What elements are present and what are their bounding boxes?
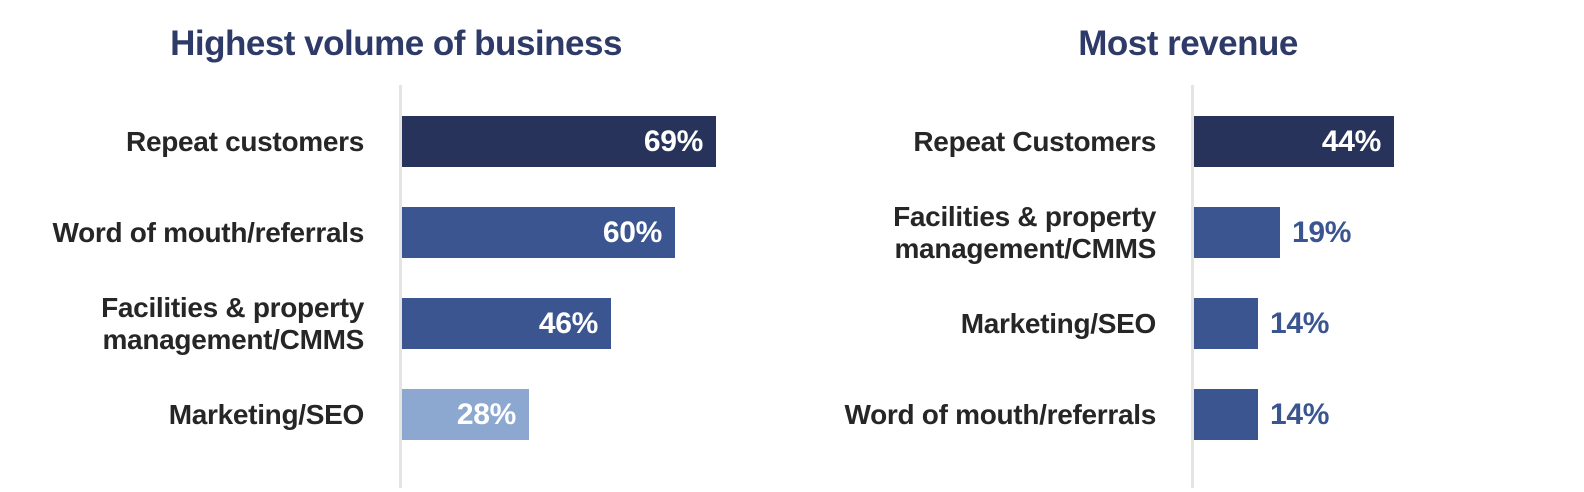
bar-area: 69%	[402, 116, 792, 167]
category-label: Marketing/SEO	[960, 307, 1157, 339]
bar: 28%	[402, 389, 529, 440]
category-label: Facilities & property management/CMMS	[893, 200, 1156, 264]
chart-title: Most revenue	[1078, 24, 1298, 63]
chart-body: Repeat Customers 44% Facilities & property…	[792, 85, 1584, 492]
category-label: Repeat customers	[126, 125, 364, 157]
chart-title: Highest volume of business	[170, 24, 622, 63]
bar-row: Facilities & property management/CMMS 19%	[792, 201, 1584, 264]
bar	[1194, 389, 1258, 440]
chart-body: Repeat customers 69% Word of mouth/referra…	[0, 85, 792, 492]
chart-panel-highest-volume: Highest volume of business Repeat custom…	[0, 24, 792, 492]
bar-area: 14%	[1194, 298, 1584, 349]
bar-area: 60%	[402, 207, 792, 258]
value-label: 46%	[538, 306, 598, 340]
category-label: Marketing/SEO	[168, 398, 365, 430]
bar-row: Marketing/SEO 28%	[0, 389, 792, 440]
bar: 46%	[402, 298, 611, 349]
category-label: Facilities & property management/CMMS	[101, 291, 364, 355]
bar-area: 19%	[1194, 207, 1584, 258]
bar-area: 44%	[1194, 116, 1584, 167]
bar-area: 28%	[402, 389, 792, 440]
bar: 69%	[402, 116, 716, 167]
value-label: 44%	[1321, 124, 1381, 158]
bar: 44%	[1194, 116, 1394, 167]
bar-row: Word of mouth/referrals 14%	[792, 389, 1584, 440]
value-label: 69%	[643, 124, 703, 158]
value-label: 60%	[602, 215, 662, 249]
bar-area: 14%	[1194, 389, 1584, 440]
category-label: Repeat Customers	[913, 125, 1156, 157]
bar	[1194, 298, 1258, 349]
axis-line	[399, 85, 402, 488]
bar	[1194, 207, 1280, 258]
bar-row: Repeat customers 69%	[0, 116, 792, 167]
value-label: 28%	[456, 397, 516, 431]
bar-rows: Repeat customers 69% Word of mouth/referra…	[0, 85, 792, 440]
bar-row: Word of mouth/referrals 60%	[0, 207, 792, 258]
axis-line	[1191, 85, 1194, 488]
value-label: 14%	[1270, 306, 1330, 340]
bar-row: Marketing/SEO 14%	[792, 298, 1584, 349]
value-label: 19%	[1292, 215, 1352, 249]
bar-area: 46%	[402, 298, 792, 349]
category-label: Word of mouth/referrals	[844, 398, 1156, 430]
bar-row: Facilities & property management/CMMS 46%	[0, 292, 792, 355]
bar-rows: Repeat Customers 44% Facilities & property…	[792, 85, 1584, 440]
category-label: Word of mouth/referrals	[52, 216, 364, 248]
value-label: 14%	[1270, 397, 1330, 431]
bar: 60%	[402, 207, 675, 258]
bar-row: Repeat Customers 44%	[792, 116, 1584, 167]
chart-panel-most-revenue: Most revenue Repeat Customers 44% Faciliti…	[792, 0, 1584, 492]
